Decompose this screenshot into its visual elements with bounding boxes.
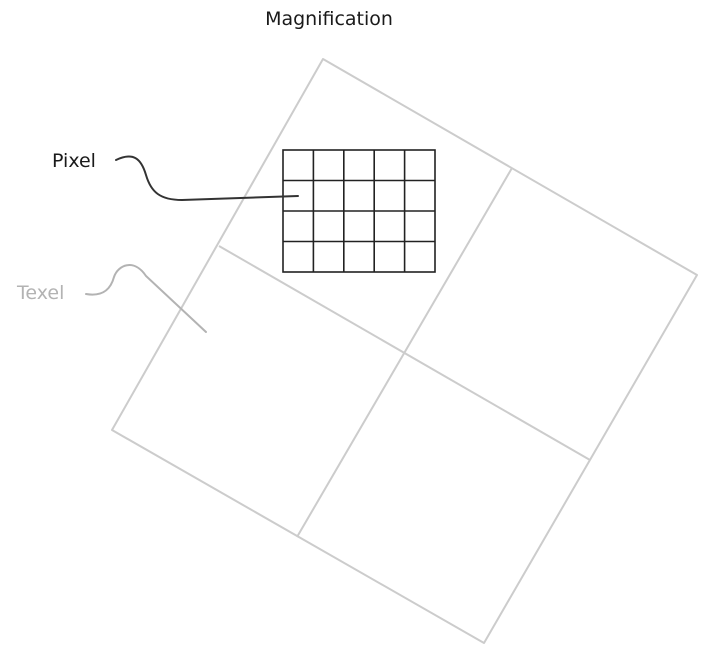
texel-grid-outline	[111, 58, 698, 644]
diagram-title: Magnification	[265, 8, 393, 30]
pixel-leader-line	[115, 155, 299, 202]
texel-label: Texel	[16, 282, 64, 304]
texel-leader-line	[85, 264, 207, 333]
pixel-grid	[282, 149, 436, 273]
pixel-label: Pixel	[52, 150, 96, 172]
texel-grid-divider-b	[296, 167, 513, 538]
texel-grid	[111, 58, 698, 644]
